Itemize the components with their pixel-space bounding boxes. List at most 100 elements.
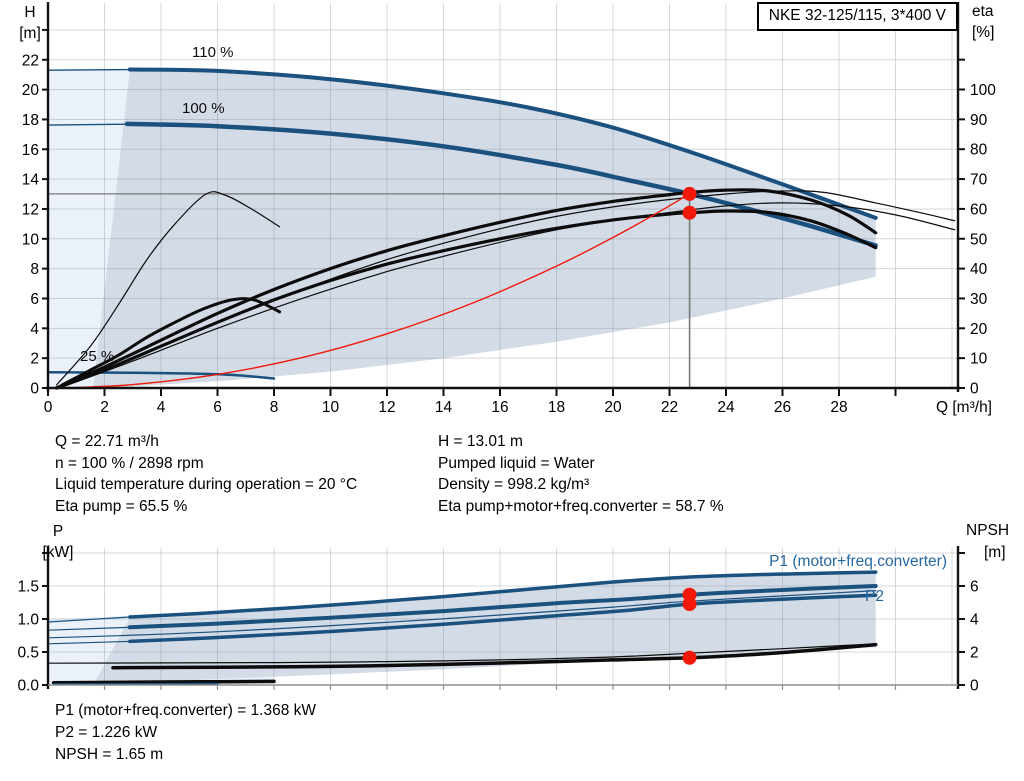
eta-pump-text: Eta pump = 65.5 %	[55, 498, 188, 516]
left-axis-unit: [kW]	[43, 544, 74, 561]
left-tick-label: 1.0	[17, 612, 39, 629]
x-tick-label: 18	[548, 399, 565, 416]
duty-point-npsh	[682, 650, 697, 665]
p1-value-text: P1 (motor+freq.converter) = 1.368 kW	[55, 702, 317, 719]
x-tick-label: 24	[717, 399, 735, 416]
curve-label: 100 %	[182, 100, 225, 117]
x-tick-label: 6	[213, 399, 222, 416]
x-tick-label: 12	[378, 399, 395, 416]
left-tick-label: 6	[30, 291, 39, 308]
duty-point-p2	[682, 597, 697, 612]
pump-model-title: NKE 32-125/115, 3*400 V	[756, 2, 958, 31]
left-axis-title: H	[24, 4, 35, 21]
duty-data-column-right: H = 13.01 m Pumped liquid = Water Densit…	[438, 431, 724, 518]
duty-point-qh	[682, 186, 697, 201]
axes: 0246810121416182022010203040506070809010…	[19, 2, 996, 416]
pumped-liquid-text: Pumped liquid = Water	[438, 454, 595, 472]
speed-110-extension-curve	[47, 68, 131, 71]
gridlines	[48, 3, 958, 388]
right-axis-unit: [m]	[984, 544, 1006, 561]
control-curve-curve	[69, 193, 691, 389]
x-tick-label: 22	[661, 399, 678, 416]
left-tick-label: 0.0	[17, 678, 39, 695]
right-tick-label: 6	[970, 579, 979, 596]
curve-label: P1 (motor+freq.converter)	[769, 553, 947, 570]
power-data-block: P1 (motor+freq.converter) = 1.368 kW P2 …	[55, 700, 316, 766]
p2-value-text: P2 = 1.226 kW	[55, 724, 158, 741]
right-tick-label: 2	[970, 645, 979, 662]
x-tick-label: 26	[774, 399, 791, 416]
left-tick-label: 4	[30, 321, 39, 338]
p2-110-curve	[47, 590, 877, 639]
duty-data-column-left: Q = 22.71 m³/h n = 100 % / 2898 rpm Liqu…	[55, 431, 357, 518]
operating-range-fill	[93, 69, 876, 388]
left-tick-label: 1.5	[17, 579, 39, 596]
x-tick-label: 16	[491, 399, 508, 416]
right-tick-label: 0	[970, 678, 979, 695]
left-tick-label: 2	[30, 351, 39, 368]
left-tick-label: 0	[30, 381, 39, 398]
npsh-value-text: NPSH = 1.65 m	[55, 746, 164, 763]
curve-label: 110 %	[192, 44, 233, 61]
p-25-black-curve	[51, 679, 276, 685]
p1-100-curve	[127, 584, 878, 630]
left-axis-unit: [m]	[19, 25, 41, 42]
left-tick-label: 8	[30, 261, 39, 278]
x-tick-label: 0	[44, 399, 53, 416]
right-axis-unit: [%]	[972, 24, 994, 41]
p-25-blue-curve	[52, 682, 219, 686]
duty-point-eta	[682, 205, 697, 220]
p1-110-extension-curve	[47, 616, 131, 623]
left-tick-label: 16	[22, 142, 39, 159]
power-npsh-chart: P1 (motor+freq.converter) P2 0.0 0.5 1.0 1.5 0…	[17, 522, 1009, 695]
left-tick-label: 22	[22, 52, 39, 69]
eta-low-speed-thin-curve	[55, 191, 281, 386]
x-axis-title: Q [m³/h]	[936, 399, 992, 416]
duty-flow-text: Q = 22.71 m³/h	[55, 433, 159, 450]
right-tick-label: 100	[970, 82, 996, 99]
qh-chart: 110 %100 %25 %02468101214161820220102030…	[19, 2, 996, 416]
right-tick-label: 50	[970, 231, 988, 248]
curves	[46, 67, 956, 390]
npsh-110-curve	[47, 643, 877, 664]
right-tick-label: 0	[970, 381, 979, 398]
p2-100-extension-curve	[47, 640, 131, 645]
speed-100-extension-curve	[47, 123, 128, 126]
right-tick-label: 20	[970, 321, 988, 338]
curve-label: P2	[865, 588, 884, 605]
speed-100-curve	[124, 121, 878, 248]
right-tick-label: 70	[970, 172, 988, 189]
x-tick-label: 14	[435, 399, 453, 416]
axes: 0.0 0.5 1.0 1.5 0 2 4 6 P [kW] NPSH [m]	[17, 522, 1009, 695]
curves	[47, 570, 878, 686]
p2-100-curve	[128, 593, 878, 644]
power-range-light-fill	[48, 615, 130, 685]
p1-110-curve	[128, 570, 878, 619]
right-tick-label: 30	[970, 291, 988, 308]
density-text: Density = 998.2 kg/m³	[438, 476, 590, 494]
eta-total-curve-curve	[54, 209, 878, 390]
x-tick-label: 28	[830, 399, 847, 416]
right-tick-label: 80	[970, 142, 988, 159]
x-tick-label: 2	[100, 399, 109, 416]
left-tick-label: 20	[22, 82, 40, 99]
speed-range-light-fill	[48, 69, 130, 388]
speed-110-curve	[127, 67, 878, 220]
p1-100-extension-curve	[47, 626, 131, 631]
right-axis-title: eta	[972, 3, 994, 20]
x-tick-label: 4	[157, 399, 166, 416]
duty-head-text: H = 13.01 m	[438, 433, 523, 450]
right-axis-title: NPSH	[966, 522, 1009, 539]
left-tick-label: 18	[22, 112, 39, 129]
eta-total-text: Eta pump+motor+freq.converter = 58.7 %	[438, 498, 724, 516]
curve-label: 25 %	[80, 348, 114, 365]
left-tick-label: 10	[22, 231, 40, 248]
left-tick-label: 0.5	[17, 645, 39, 662]
eta-pump-curve-curve	[54, 188, 878, 390]
right-tick-label: 4	[970, 612, 979, 629]
right-tick-label: 60	[970, 201, 988, 218]
npsh-100-curve	[111, 642, 878, 670]
x-tick-label: 8	[270, 399, 279, 416]
